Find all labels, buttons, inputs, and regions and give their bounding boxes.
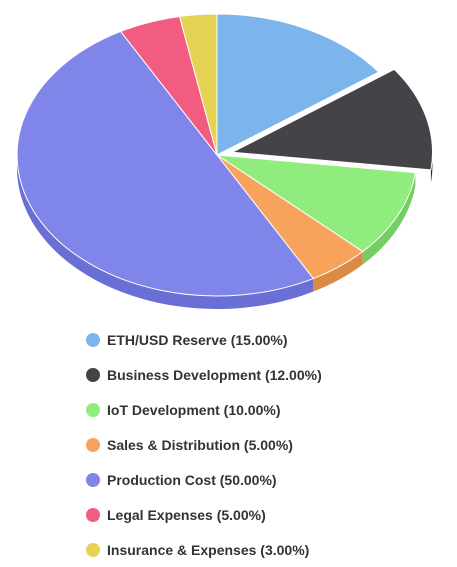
pie-side-sales-distribution: [313, 251, 363, 292]
legend-item-eth-usd-reserve[interactable]: ETH/USD Reserve (15.00%): [86, 322, 322, 357]
pie-slice-iot-development[interactable]: [216, 154, 416, 253]
legend-marker: [86, 367, 100, 382]
legend-label: Legal Expenses (5.00%): [107, 506, 266, 523]
legend-marker: [86, 332, 100, 347]
legend-item-production-cost[interactable]: Production Cost (50.00%): [86, 462, 322, 497]
legend-label: IoT Development (10.00%): [107, 401, 281, 418]
pie-slices-layer: [16, 13, 433, 297]
pie-side-production-cost: [17, 155, 314, 309]
legend-marker: [86, 507, 100, 522]
legend-label: Sales & Distribution (5.00%): [107, 436, 293, 453]
pie-chart: [16, 13, 433, 309]
legend-item-iot-development[interactable]: IoT Development (10.00%): [86, 392, 322, 427]
legend-item-business-development[interactable]: Business Development (12.00%): [86, 357, 322, 392]
legend-label: Insurance & Expenses (3.00%): [107, 541, 310, 558]
pie-slice-business-development[interactable]: [231, 68, 433, 171]
legend-marker: [86, 472, 100, 487]
chart-legend: ETH/USD Reserve (15.00%) Business Develo…: [86, 322, 322, 567]
legend-marker: [86, 402, 100, 417]
pie-side-iot-development: [362, 172, 416, 265]
legend-marker: [86, 542, 100, 557]
legend-label: Production Cost (50.00%): [107, 471, 277, 488]
legend-marker: [86, 437, 100, 452]
legend-label: Business Development (12.00%): [107, 366, 322, 383]
legend-item-insurance-expenses[interactable]: Insurance & Expenses (3.00%): [86, 532, 322, 567]
legend-label: ETH/USD Reserve (15.00%): [107, 331, 288, 348]
legend-item-sales-distribution[interactable]: Sales & Distribution (5.00%): [86, 427, 322, 462]
legend-item-legal-expenses[interactable]: Legal Expenses (5.00%): [86, 497, 322, 532]
pie-slice-production-cost[interactable]: [16, 30, 314, 297]
pie-slice-eth-usd-reserve[interactable]: [216, 13, 380, 156]
pie-slice-insurance-expenses[interactable]: [179, 13, 218, 156]
